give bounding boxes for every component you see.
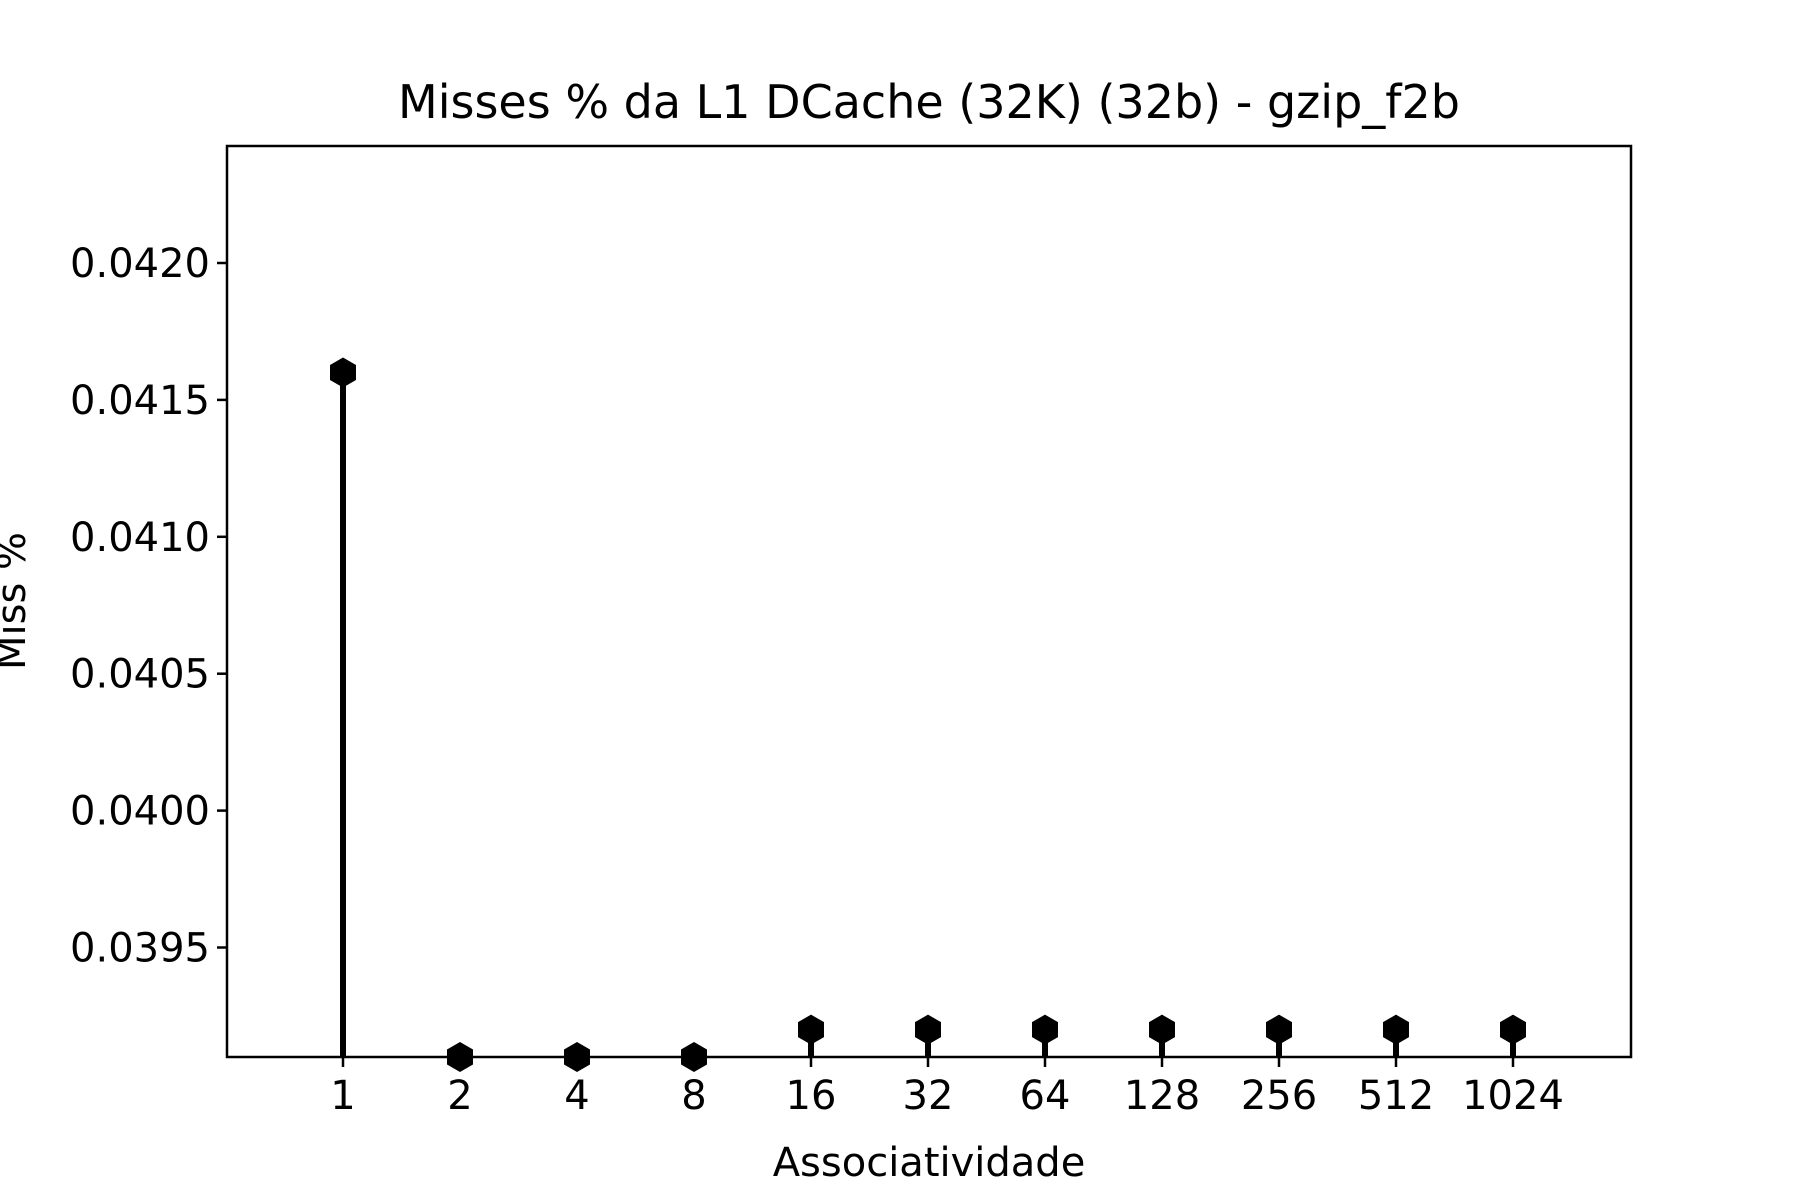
x-tick-label: 16 [786, 1073, 837, 1119]
y-tick-label: 0.0420 [70, 241, 210, 287]
x-tick-label: 8 [681, 1073, 706, 1119]
x-tick-label: 2 [447, 1073, 472, 1119]
x-axis-ticks: 1 2 4 8 16 32 64 128 256 512 1024 [330, 1057, 1564, 1119]
y-axis-label: Miss % [0, 532, 35, 670]
y-tick-label: 0.0415 [70, 378, 210, 424]
x-tick-label: 512 [1358, 1073, 1434, 1119]
y-tick-label: 0.0405 [70, 652, 210, 698]
stem-marker [798, 1014, 824, 1045]
x-tick-label: 1024 [1462, 1073, 1564, 1119]
y-tick-label: 0.0410 [70, 515, 210, 561]
x-tick-label: 128 [1124, 1073, 1200, 1119]
plot-area-frame [225, 144, 1633, 1059]
stem-marker [1500, 1014, 1526, 1045]
stem-marker [1383, 1014, 1409, 1045]
x-tick-label: 1 [330, 1073, 355, 1119]
stem-marker [330, 357, 356, 388]
y-tick-label: 0.0395 [70, 926, 210, 972]
x-tick-label: 256 [1241, 1073, 1317, 1119]
stem-marker [1266, 1014, 1292, 1045]
chart-title: Misses % da L1 DCache (32K) (32b) - gzip… [398, 75, 1460, 129]
x-tick-label: 4 [564, 1073, 589, 1119]
y-axis-ticks: 0.0395 0.0400 0.0405 0.0410 0.0415 0.0420 [70, 241, 227, 972]
x-tick-label: 32 [903, 1073, 954, 1119]
x-axis-label: Associatividade [773, 1140, 1086, 1186]
y-tick-label: 0.0400 [70, 789, 210, 835]
stem-marker [915, 1014, 941, 1045]
stem-marker [1032, 1014, 1058, 1045]
stem-marker [1149, 1014, 1175, 1045]
x-tick-label: 64 [1020, 1073, 1071, 1119]
